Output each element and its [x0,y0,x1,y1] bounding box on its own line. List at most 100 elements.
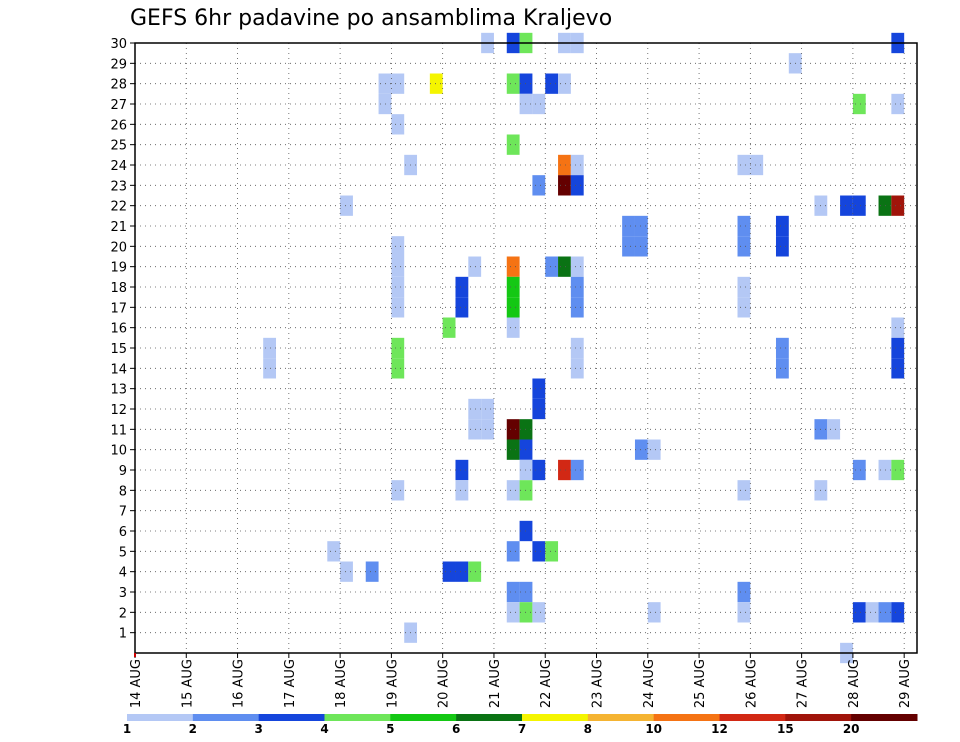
colorbar-swatch [390,714,457,721]
y-tick-label: 9 [119,464,127,479]
y-tick-label: 30 [110,37,127,52]
y-tick-label: 29 [110,57,127,72]
heatmap-cell [429,73,443,94]
x-tick-label: 16 AUG [232,659,247,708]
y-tick-label: 5 [119,545,127,560]
heatmap-cell [558,459,571,481]
heatmap-cell [391,337,405,359]
y-tick-label: 14 [110,362,127,377]
heatmap-cell [570,175,584,196]
heatmap-cell [506,256,520,277]
heatmap-cell [532,93,546,115]
colorbar-swatch [324,714,391,721]
heatmap-cell [891,602,905,623]
heatmap-cell [506,134,520,155]
y-tick-label: 24 [110,159,127,174]
heatmap-cell [532,602,546,623]
colorbar: 1 2 3 4 5 6 7 8 10 12 15 20 [123,714,918,736]
chart-title: GEFS 6hr padavine po ansamblima Kraljevo [130,6,612,31]
heatmap-cell [506,541,520,562]
heatmap-cell [545,541,559,562]
heatmap-cell [852,602,866,623]
x-tick-label: 26 AUG [744,659,759,708]
heatmap-cell [455,297,469,318]
y-tick-label: 20 [110,240,127,255]
y-tick-label: 23 [110,179,127,194]
colorbar-label: 12 [711,722,728,736]
y-tick-label: 3 [119,586,127,601]
heatmap-cell [545,73,559,94]
heatmap-cell [878,602,892,623]
heatmap-cell [365,561,379,582]
colorbar-swatch [456,714,523,721]
y-tick-label: 21 [110,220,127,235]
heatmap-cell [852,93,866,115]
colorbar-swatch [785,714,852,721]
heatmap-cell [442,561,456,582]
heatmap-cell [891,337,905,359]
x-tick-label: 17 AUG [283,659,298,708]
heatmap-cell [570,459,584,481]
heatmap-cell [506,439,520,460]
heatmap-cell [481,398,494,420]
x-tick-label: 20 AUG [437,659,452,708]
x-tick-label: 15 AUG [180,659,195,708]
heatmap-cell [532,459,546,481]
colorbar-swatch [258,714,325,721]
y-tick-label: 12 [110,403,127,418]
heatmap-cell [378,93,392,115]
heatmap-cell [263,358,277,379]
colorbar-label: 5 [386,722,394,736]
x-tick-label: 22 AUG [539,659,554,708]
heatmap-cell [852,459,866,481]
heatmap-cell [506,480,520,501]
colorbar-label: 15 [777,722,794,736]
heatmap-cell [737,215,751,237]
heatmap-cell [468,419,482,440]
y-tick-label: 8 [119,484,127,499]
heatmap-cell [558,73,571,94]
colorbar-swatch [851,714,918,721]
heatmap-cell [570,276,584,298]
colorbar-label: 10 [645,722,662,736]
y-axis: 1234567891011121314151617181920212223242… [110,37,135,642]
heatmap-cell [391,480,405,501]
colorbar-swatch [653,714,720,721]
heatmap-cell [737,480,751,501]
heatmap-cells [263,32,905,664]
colorbar-swatch [192,714,260,721]
colorbar-label: 3 [254,722,262,736]
heatmap-cell [481,419,494,440]
heatmap-cell [532,378,546,399]
heatmap-cell [506,317,520,338]
heatmap-cell [391,297,405,318]
heatmap-cell [455,276,469,298]
heatmap-cell [737,602,751,623]
colorbar-label: 2 [189,722,197,736]
y-tick-label: 28 [110,78,127,93]
heatmap-cell [391,236,405,257]
y-tick-label: 25 [110,139,127,154]
heatmap-cell [506,297,520,318]
heatmap-cell [570,154,584,176]
heatmap-cell [558,154,571,176]
y-tick-label: 2 [119,606,127,621]
heatmap-cell [468,256,482,277]
heatmap-cell [622,215,635,237]
x-axis: 14 AUG 15 AUG 16 AUG 17 AUG 18 AUG 19 AUG 20 A… [129,653,913,708]
heatmap-cell [391,114,405,135]
heatmap-cell [570,297,584,318]
heatmap-cell [775,215,789,237]
heatmap-cell [891,317,905,338]
heatmap-cell [852,195,866,216]
heatmap-cell [891,93,905,115]
grid-lines [134,42,917,653]
colorbar-label: 4 [320,722,328,736]
heatmap-cell [468,561,482,582]
x-tick-label: 25 AUG [693,659,708,708]
y-tick-label: 4 [119,566,127,581]
x-tick-label: 27 AUG [796,659,811,708]
y-tick-label: 18 [110,281,127,296]
heatmap-cell [532,175,546,196]
heatmap-cell [570,358,584,379]
